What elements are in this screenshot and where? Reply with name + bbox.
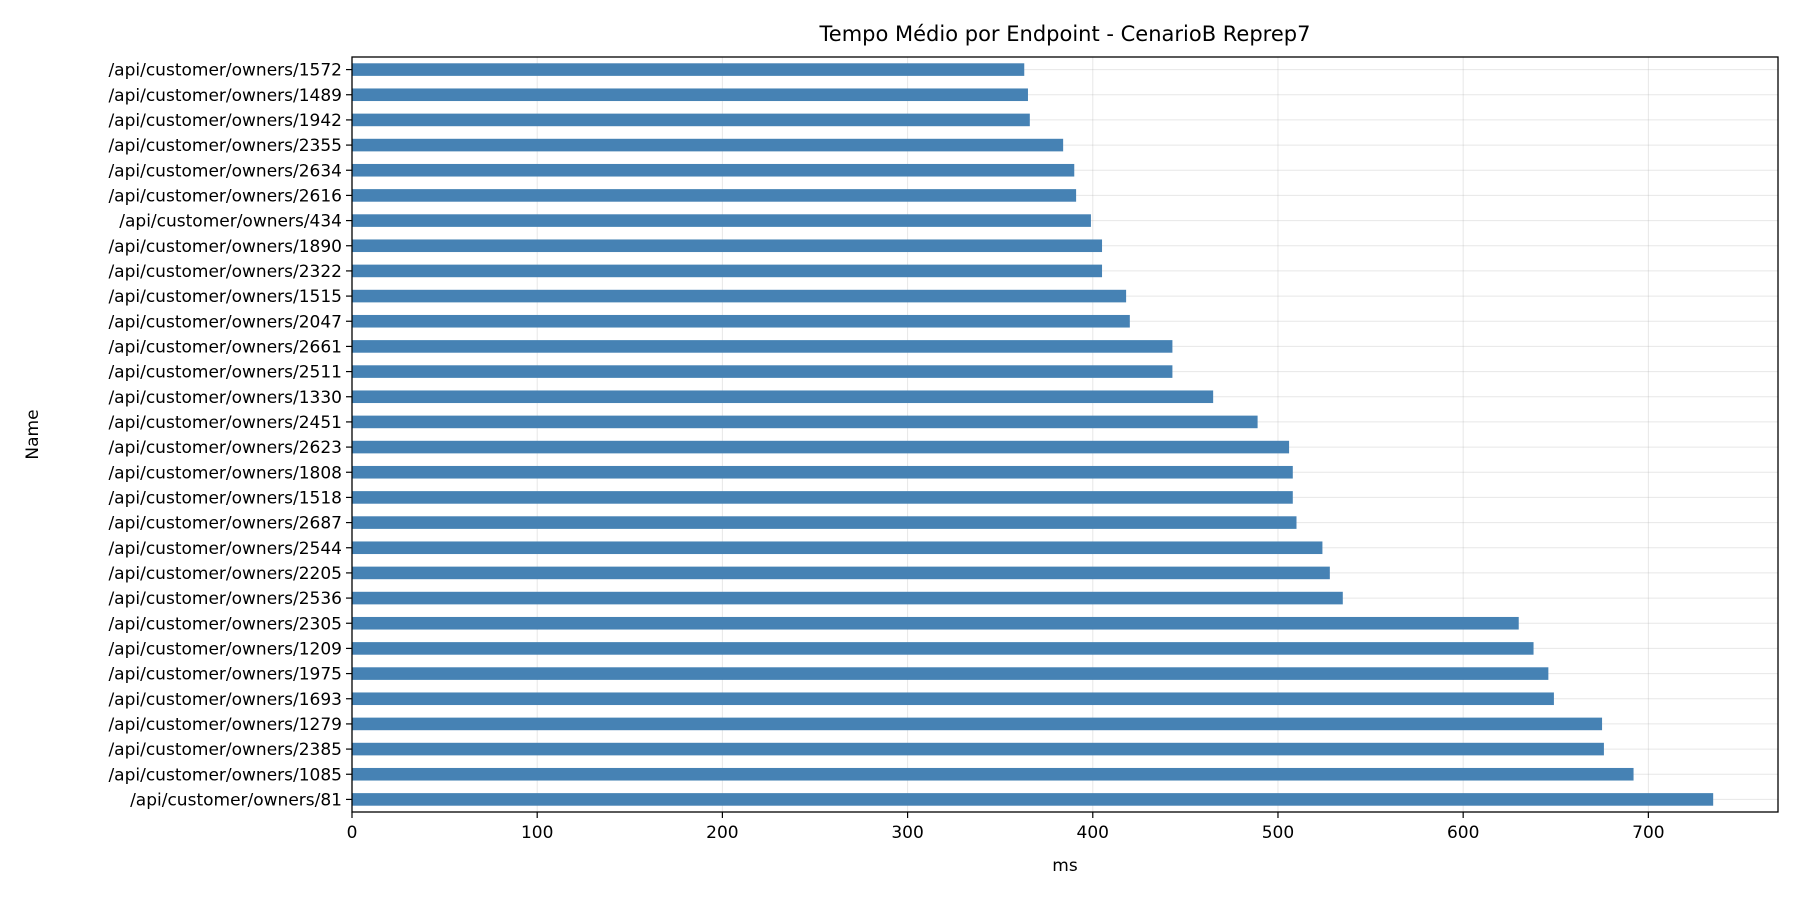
bars [352, 63, 1714, 806]
bar [352, 415, 1258, 429]
x-tick-label: 400 [1077, 823, 1109, 843]
bar [352, 239, 1103, 253]
bar [352, 390, 1214, 404]
y-tick-label: /api/customer/owners/1518 [108, 488, 342, 508]
bar [352, 566, 1330, 580]
bar [352, 642, 1534, 655]
y-tick-label: /api/customer/owners/1890 [108, 237, 342, 257]
y-tick-label: /api/customer/owners/1975 [108, 665, 342, 685]
x-tick-label: 100 [521, 823, 553, 843]
bar [352, 541, 1323, 555]
y-tick-label: /api/customer/owners/1085 [108, 765, 342, 785]
y-tick-label: /api/customer/owners/1515 [108, 287, 342, 307]
bar [352, 616, 1519, 630]
y-tick-label: /api/customer/owners/2205 [108, 564, 342, 584]
y-tick-label: /api/customer/owners/1279 [108, 715, 342, 735]
y-tick-label: /api/customer/owners/1489 [108, 86, 342, 106]
bar [352, 516, 1297, 529]
bar [352, 465, 1293, 479]
y-axis-ticks: /api/customer/owners/1572/api/customer/o… [108, 61, 352, 810]
y-tick-label: /api/customer/owners/2634 [108, 161, 342, 181]
y-axis-label: Name [23, 409, 43, 459]
x-tick-label: 700 [1632, 823, 1664, 843]
y-tick-label: /api/customer/owners/1942 [108, 111, 342, 131]
y-tick-label: /api/customer/owners/2305 [108, 614, 342, 634]
x-tick-label: 0 [347, 823, 358, 843]
y-tick-label: /api/customer/owners/2322 [108, 262, 342, 282]
bar [352, 289, 1127, 303]
bar [352, 63, 1025, 76]
y-tick-label: /api/customer/owners/1808 [108, 463, 342, 483]
bar [352, 189, 1077, 202]
x-axis-label: ms [1052, 856, 1078, 876]
bar [352, 214, 1091, 227]
bar [352, 767, 1634, 781]
bar [352, 440, 1290, 454]
y-tick-label: /api/customer/owners/2355 [108, 136, 342, 156]
x-tick-label: 200 [706, 823, 738, 843]
y-tick-label: /api/customer/owners/1330 [108, 388, 342, 408]
y-tick-label: /api/customer/owners/1572 [108, 61, 342, 81]
bar [352, 591, 1343, 605]
bar [352, 692, 1554, 706]
bar [352, 742, 1604, 756]
y-tick-label: /api/customer/owners/1209 [108, 639, 342, 659]
bar [352, 340, 1173, 353]
x-axis-ticks: 0 100 200 300 400 500 600 700 [347, 812, 1665, 843]
y-tick-label: /api/customer/owners/2451 [108, 413, 342, 433]
y-tick-label: /api/customer/owners/434 [119, 212, 342, 232]
x-tick-label: 300 [891, 823, 923, 843]
x-tick-label: 600 [1447, 823, 1479, 843]
y-tick-label: /api/customer/owners/1693 [108, 690, 342, 710]
bar [352, 491, 1293, 504]
bar [352, 264, 1103, 278]
bar [352, 667, 1549, 680]
y-tick-label: /api/customer/owners/2385 [108, 740, 342, 760]
x-tick-label: 500 [1262, 823, 1294, 843]
y-tick-label: /api/customer/owners/2623 [108, 438, 342, 458]
chart-title: Tempo Médio por Endpoint - CenarioB Repr… [819, 22, 1311, 46]
bar [352, 365, 1173, 378]
bar [352, 717, 1603, 731]
y-tick-label: /api/customer/owners/2661 [108, 337, 342, 357]
y-tick-label: /api/customer/owners/2616 [108, 186, 342, 206]
y-tick-label: /api/customer/owners/2687 [108, 514, 342, 534]
y-tick-label: /api/customer/owners/2047 [108, 312, 342, 332]
bar [352, 138, 1064, 152]
y-tick-label: /api/customer/owners/81 [130, 790, 342, 810]
bar [352, 163, 1075, 177]
y-tick-label: /api/customer/owners/2536 [108, 589, 342, 609]
bar [352, 314, 1130, 328]
bar [352, 793, 1714, 806]
bar [352, 88, 1028, 102]
y-tick-label: /api/customer/owners/2544 [108, 539, 342, 559]
bar [352, 113, 1030, 127]
plot-frame [351, 56, 1779, 813]
y-tick-label: /api/customer/owners/2511 [108, 363, 342, 383]
